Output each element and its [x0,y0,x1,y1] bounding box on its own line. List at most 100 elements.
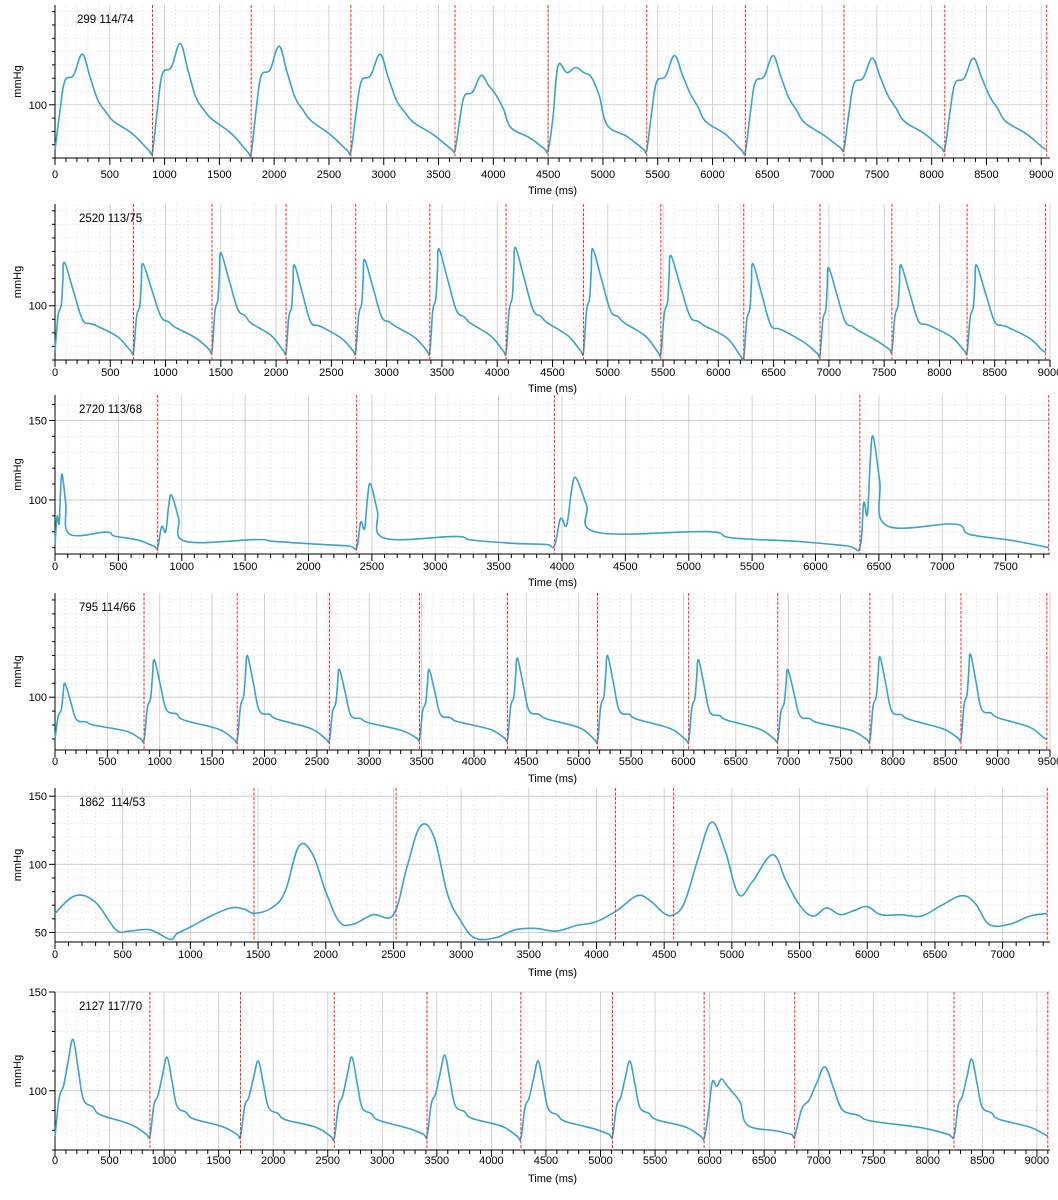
x-tick-label: 7500 [861,1155,885,1167]
y-axis-label: mmHg [12,655,24,687]
x-axis-label: Time (ms) [528,773,577,785]
x-tick-label: 5000 [591,169,615,181]
x-tick-label: 5500 [787,949,811,961]
x-ticks: 0 500 1000 1500 2000 2500 3000 3500 4000 4500 5000… [52,554,1044,573]
x-axis-label: Time (ms) [528,383,577,395]
y-tick-label: 50 [35,927,47,939]
plot-area [55,593,1050,750]
x-tick-label: 1000 [170,561,194,573]
x-tick-label: 4000 [550,561,574,573]
x-tick-label: 2500 [317,169,341,181]
x-tick-label: 500 [98,756,116,768]
y-ticks: 100 150 [29,987,55,1150]
x-tick-label: 3000 [370,1155,394,1167]
chart-panel-6: 0 500 1000 1500 2000 2500 3000 3500 4000 4500 5000… [12,987,1050,1185]
x-tick-label: 2500 [360,561,384,573]
x-tick-label: 4500 [534,1155,558,1167]
x-tick-label: 8500 [982,367,1006,379]
y-ticks: 100 [29,600,55,739]
x-tick-label: 6000 [700,169,724,181]
x-tick-label: 3500 [409,756,433,768]
x-tick-label: 4000 [485,367,509,379]
x-tick-label: 7500 [993,561,1017,573]
y-tick-label: 150 [29,791,47,803]
y-axis-label: mmHg [12,1055,24,1087]
x-tick-label: 1500 [246,949,270,961]
x-tick-label: 9000 [1029,169,1053,181]
x-tick-label: 2000 [262,169,286,181]
x-tick-label: 7000 [930,561,954,573]
plot-area [55,5,1050,158]
x-tick-label: 4000 [584,949,608,961]
x-tick-label: 1000 [147,756,171,768]
x-tick-label: 0 [52,949,58,961]
x-tick-label: 3000 [449,949,473,961]
chart-title: 2520 113/75 [79,213,142,225]
x-tick-label: 2000 [296,561,320,573]
x-tick-label: 1500 [207,169,231,181]
x-tick-label: 6000 [706,367,730,379]
x-tick-label: 2500 [316,1155,340,1167]
y-axis-label: mmHg [12,65,24,97]
x-tick-label: 3000 [372,169,396,181]
x-tick-label: 2500 [381,949,405,961]
x-tick-label: 8500 [970,1155,994,1167]
x-tick-label: 3500 [486,561,510,573]
x-tick-label: 4000 [481,169,505,181]
x-tick-label: 3000 [357,756,381,768]
x-tick-label: 6000 [671,756,695,768]
x-tick-label: 2000 [314,949,338,961]
x-tick-label: 2500 [319,367,343,379]
y-tick-label: 100 [29,495,47,507]
x-tick-label: 6500 [724,756,748,768]
x-tick-label: 0 [52,756,58,768]
x-tick-label: 0 [52,1155,58,1167]
x-tick-label: 5000 [720,949,744,961]
y-ticks: 100 [29,12,55,158]
x-tick-label: 8000 [881,756,905,768]
x-tick-label: 2000 [252,756,276,768]
x-tick-label: 6000 [803,561,827,573]
plot-area [55,395,1050,554]
x-tick-label: 5000 [588,1155,612,1167]
x-ticks: 0 500 1000 1500 2000 2500 3000 3500 4000 4500 5000… [52,750,1058,768]
y-ticks: 100 150 [29,405,55,548]
chart-panel-2: 0 500 1000 1500 2000 2500 3000 3500 4000 4500 5000… [12,204,1058,395]
x-tick-label: 7000 [810,169,834,181]
x-tick-label: 0 [52,169,58,181]
x-tick-label: 2500 [305,756,329,768]
x-tick-label: 8000 [916,1155,940,1167]
x-tick-label: 5000 [677,561,701,573]
x-tick-label: 6500 [761,367,785,379]
y-ticks: 50 100 150 [29,791,55,939]
chart-title: 795 114/66 [79,602,136,614]
x-tick-label: 3500 [426,169,450,181]
x-tick-label: 4500 [613,561,637,573]
x-tick-label: 1000 [152,169,176,181]
x-tick-label: 3000 [374,367,398,379]
x-tick-label: 3500 [517,949,541,961]
x-ticks: 0 500 1000 1500 2000 2500 3000 3500 4000 4500 5000… [52,1150,1049,1167]
x-tick-label: 6500 [867,561,891,573]
chart-title: 299 114/74 [77,14,134,26]
y-ticks: 100 [29,211,55,360]
x-tick-label: 9000 [1038,367,1058,379]
x-tick-label: 8000 [919,169,943,181]
x-tick-label: 9000 [985,756,1009,768]
x-tick-label: 6000 [697,1155,721,1167]
chart-panel-1: 0 500 1000 1500 2000 2500 3000 3500 4000 4500 5000… [12,5,1053,197]
chart-title: 1862 114/53 [79,797,145,809]
x-tick-label: 4000 [479,1155,503,1167]
x-tick-label: 4500 [536,169,560,181]
x-tick-label: 8500 [974,169,998,181]
x-tick-label: 1500 [206,1155,230,1167]
x-tick-label: 7500 [872,367,896,379]
x-tick-label: 8500 [933,756,957,768]
x-tick-label: 4000 [462,756,486,768]
x-tick-label: 0 [52,367,58,379]
chart-title: 2127 117/70 [79,1001,142,1013]
x-tick-label: 6500 [755,169,779,181]
x-tick-label: 5500 [643,1155,667,1167]
x-tick-label: 6500 [923,949,947,961]
y-tick-label: 100 [29,692,47,704]
